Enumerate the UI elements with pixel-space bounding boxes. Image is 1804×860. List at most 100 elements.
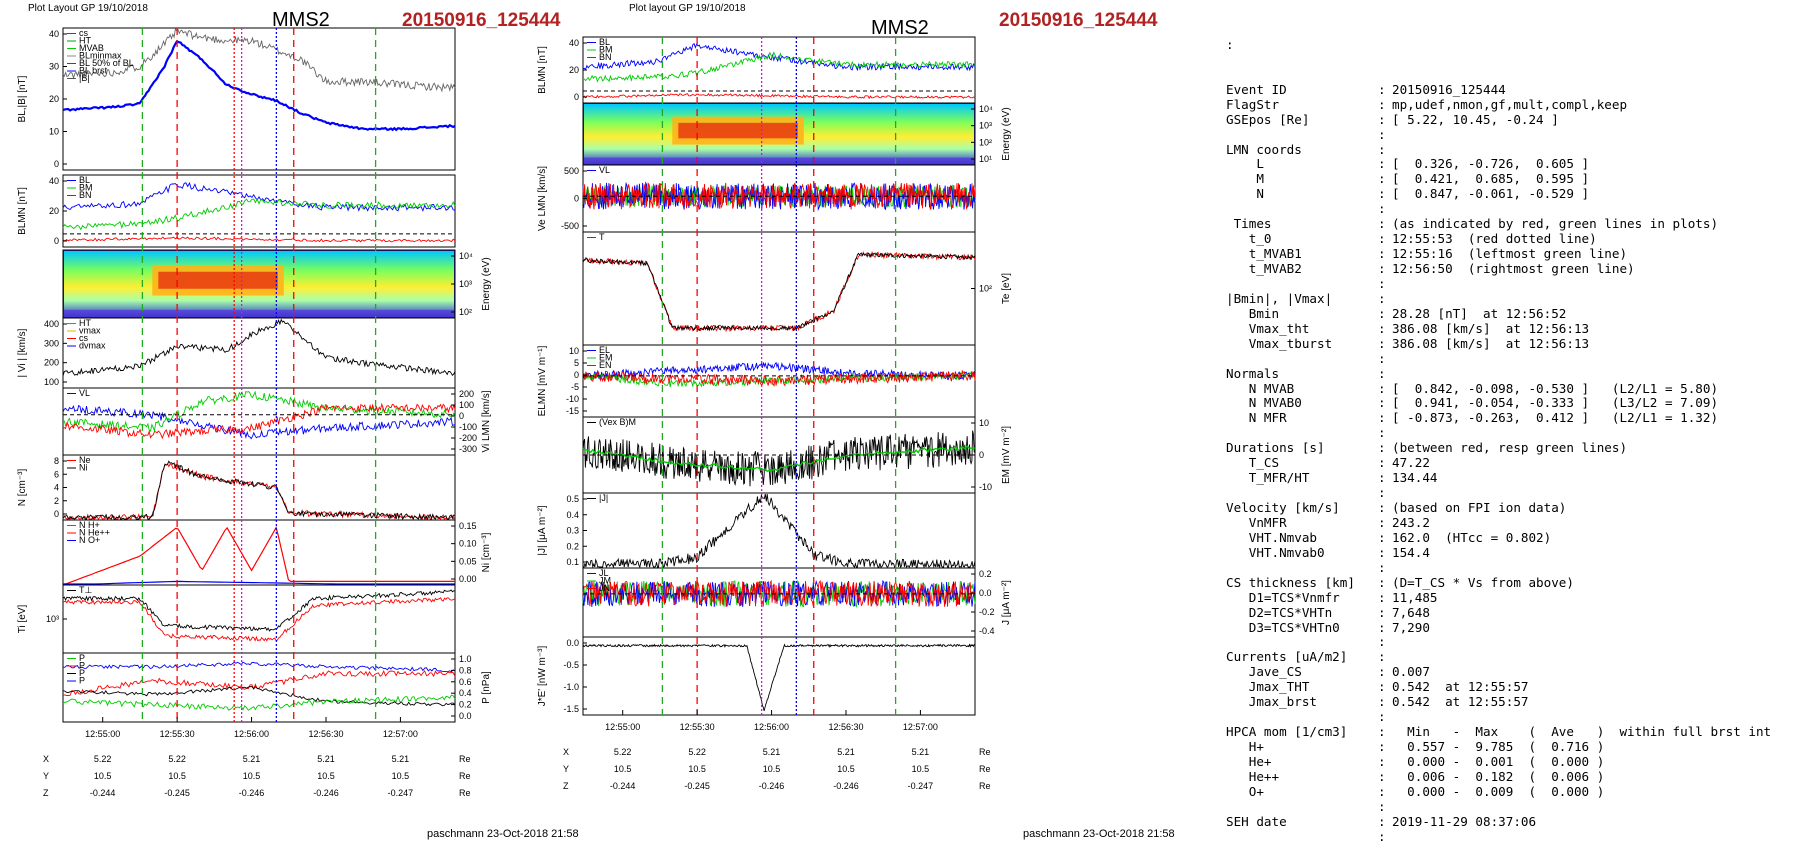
right-frame-j <box>582 492 976 569</box>
info-row-value: 12:56:50 (rightmost green line) <box>1392 261 1635 276</box>
left-frame-hpca <box>62 519 456 586</box>
left-ytick-label-n-0: 8 <box>54 456 59 466</box>
left-spacecraft-title: MMS2 <box>272 9 330 31</box>
info-row-separator: : <box>1378 634 1386 650</box>
left-frame-blmn <box>62 174 456 248</box>
info-row-separator: : <box>1378 141 1386 157</box>
info-row-separator: : <box>1378 275 1386 291</box>
info-row-separator: : <box>1378 305 1386 321</box>
left-ylabel-p: P [nPa] <box>481 671 492 704</box>
info-row-separator: : <box>1378 783 1386 799</box>
info-row-separator: : <box>1378 664 1386 680</box>
right-event-markers <box>661 37 897 715</box>
info-row-value: 12:55:53 (red dotted line) <box>1392 231 1597 247</box>
right-series-ve-2 <box>582 182 976 211</box>
left-series-p-2 <box>62 686 456 707</box>
right-xtick-label-4: 12:57:00 <box>903 722 938 732</box>
right-ytick-label-jlmn-0: 0.2 <box>979 569 992 579</box>
info-row-separator: : <box>1378 290 1386 306</box>
info-row: T_MFR/HT:134.44 <box>1226 470 1796 486</box>
info-row-separator: : <box>1378 216 1386 232</box>
info-row-key: Currents [uA/m2] <box>1226 649 1348 665</box>
info-row-value: 47.22 <box>1392 455 1430 471</box>
info-row-key: Normals <box>1226 365 1280 381</box>
info-row-key: t_MVAB2 <box>1226 261 1302 276</box>
left-ephem-key-Z: Z <box>43 788 49 798</box>
left-ephem-key-Y: Y <box>43 771 49 781</box>
info-row-separator: : <box>1378 753 1386 769</box>
info-row: Jave_CS:0.007 <box>1226 664 1796 680</box>
info-row-key: t_MVAB1 <box>1226 246 1302 262</box>
left-series-blmn-0 <box>62 181 456 212</box>
right-xtick-label-3: 12:56:30 <box>828 722 863 732</box>
info-row-separator: : <box>1378 440 1386 456</box>
info-row-key: GSEpos [Re] <box>1226 111 1310 127</box>
info-row-separator: : <box>1378 604 1386 620</box>
left-ytick-label-vi-1: 300 <box>44 338 59 348</box>
info-row: Jmax_brst:0.542 at 12:55:57 <box>1226 694 1796 710</box>
left-ephem-X-2: 5.21 <box>243 754 261 764</box>
info-row-key: O+ <box>1226 783 1264 799</box>
left-frame-ti <box>62 584 456 654</box>
info-row-separator: : <box>1378 201 1386 217</box>
info-row-value: 7,290 <box>1392 619 1430 635</box>
left-xtick-label-1: 12:55:30 <box>160 729 195 739</box>
info-row-key: VHT.Nmvab0 <box>1226 544 1325 560</box>
right-frame-te <box>582 231 976 346</box>
left-legend-vi-3: dvmax <box>79 341 106 351</box>
info-row-key: D1=TCS*Vnmfr <box>1226 589 1340 605</box>
left-ylabel-vilmn: Vi LMN [km/s] <box>481 390 492 452</box>
left-xtick-label-4: 12:57:00 <box>383 729 418 739</box>
info-row-value: [ 0.421, 0.685, 0.595 ] <box>1392 171 1590 187</box>
right-event-title: 20150916_125444 <box>999 10 1158 31</box>
info-row-value: [ 0.941, -0.054, -0.333 ] (L3/L2 = 7.09) <box>1392 395 1719 411</box>
left-spec-low-band <box>64 309 454 317</box>
info-row-key: FlagStr <box>1226 96 1280 112</box>
info-row-key: HPCA mom [1/cm3] <box>1226 724 1348 740</box>
right-xtick-label-0: 12:55:00 <box>605 722 640 732</box>
left-ytick-label-vilmn-5: -300 <box>459 444 477 454</box>
info-row-key: N MVAB <box>1226 380 1295 396</box>
info-row-key: D3=TCS*VHTn0 <box>1226 619 1340 635</box>
info-row-value: 7,648 <box>1392 604 1430 620</box>
right-ytick-label-spec-1: 10³ <box>979 121 992 131</box>
right-ytick-label-j-2: 0.3 <box>566 526 579 536</box>
left-legend-blmn-1: BM <box>79 183 93 193</box>
right-ephem-unit-X: Re <box>979 747 991 757</box>
info-row-key: Durations [s] <box>1226 440 1325 456</box>
info-row-separator: : <box>1378 156 1386 172</box>
info-row-value: 11,485 <box>1392 589 1438 605</box>
info-row-key: LMN coords <box>1226 141 1302 157</box>
info-row-value: 243.2 <box>1392 514 1430 530</box>
left-series-blmn-2 <box>62 236 456 243</box>
info-row-key: Jmax_brst <box>1226 694 1317 710</box>
info-row: Event ID:20150916_125444 <box>1226 82 1796 98</box>
info-row: : <box>1226 560 1796 576</box>
left-legend-p-2: P <box>79 668 85 678</box>
right-ephem-unit-Z: Re <box>979 781 991 791</box>
right-ytick-label-je-2: -1.0 <box>563 682 579 692</box>
info-row: Normals: <box>1226 365 1796 382</box>
right-panel-vexb: 10 0 -10 EM [mV m⁻²] (Vex B)M <box>582 416 1012 494</box>
left-ephem-Z-2: -0.246 <box>239 788 265 798</box>
info-row-separator: : <box>1378 514 1386 530</box>
info-row-key: CS thickness [km] <box>1226 574 1355 590</box>
info-row-separator: : <box>1378 485 1386 501</box>
right-ephem-X-4: 5.21 <box>912 747 930 757</box>
right-ylabel-j: |J| [μA m⁻²] <box>537 505 548 555</box>
left-panel-spec: 10⁴ 10³ 10² Energy (eV) <box>62 249 492 319</box>
left-ephem-Y-1: 10.5 <box>168 771 186 781</box>
left-event-title: 20150916_125444 <box>402 10 561 31</box>
info-row-value: [ 0.326, -0.726, 0.605 ] <box>1392 156 1590 172</box>
right-ephem-key-X: X <box>563 747 569 757</box>
left-series-p-3 <box>62 694 456 711</box>
left-legend-hpca-2: N O+ <box>79 535 100 545</box>
left-legend-ti-0: T⊥ <box>79 585 92 595</box>
right-xtick-label-1: 12:55:30 <box>680 722 715 732</box>
right-ephem-Z-3: -0.246 <box>833 781 859 791</box>
info-row-key: N MVAB0 <box>1226 395 1302 411</box>
info-row-key: He+ <box>1226 753 1272 769</box>
